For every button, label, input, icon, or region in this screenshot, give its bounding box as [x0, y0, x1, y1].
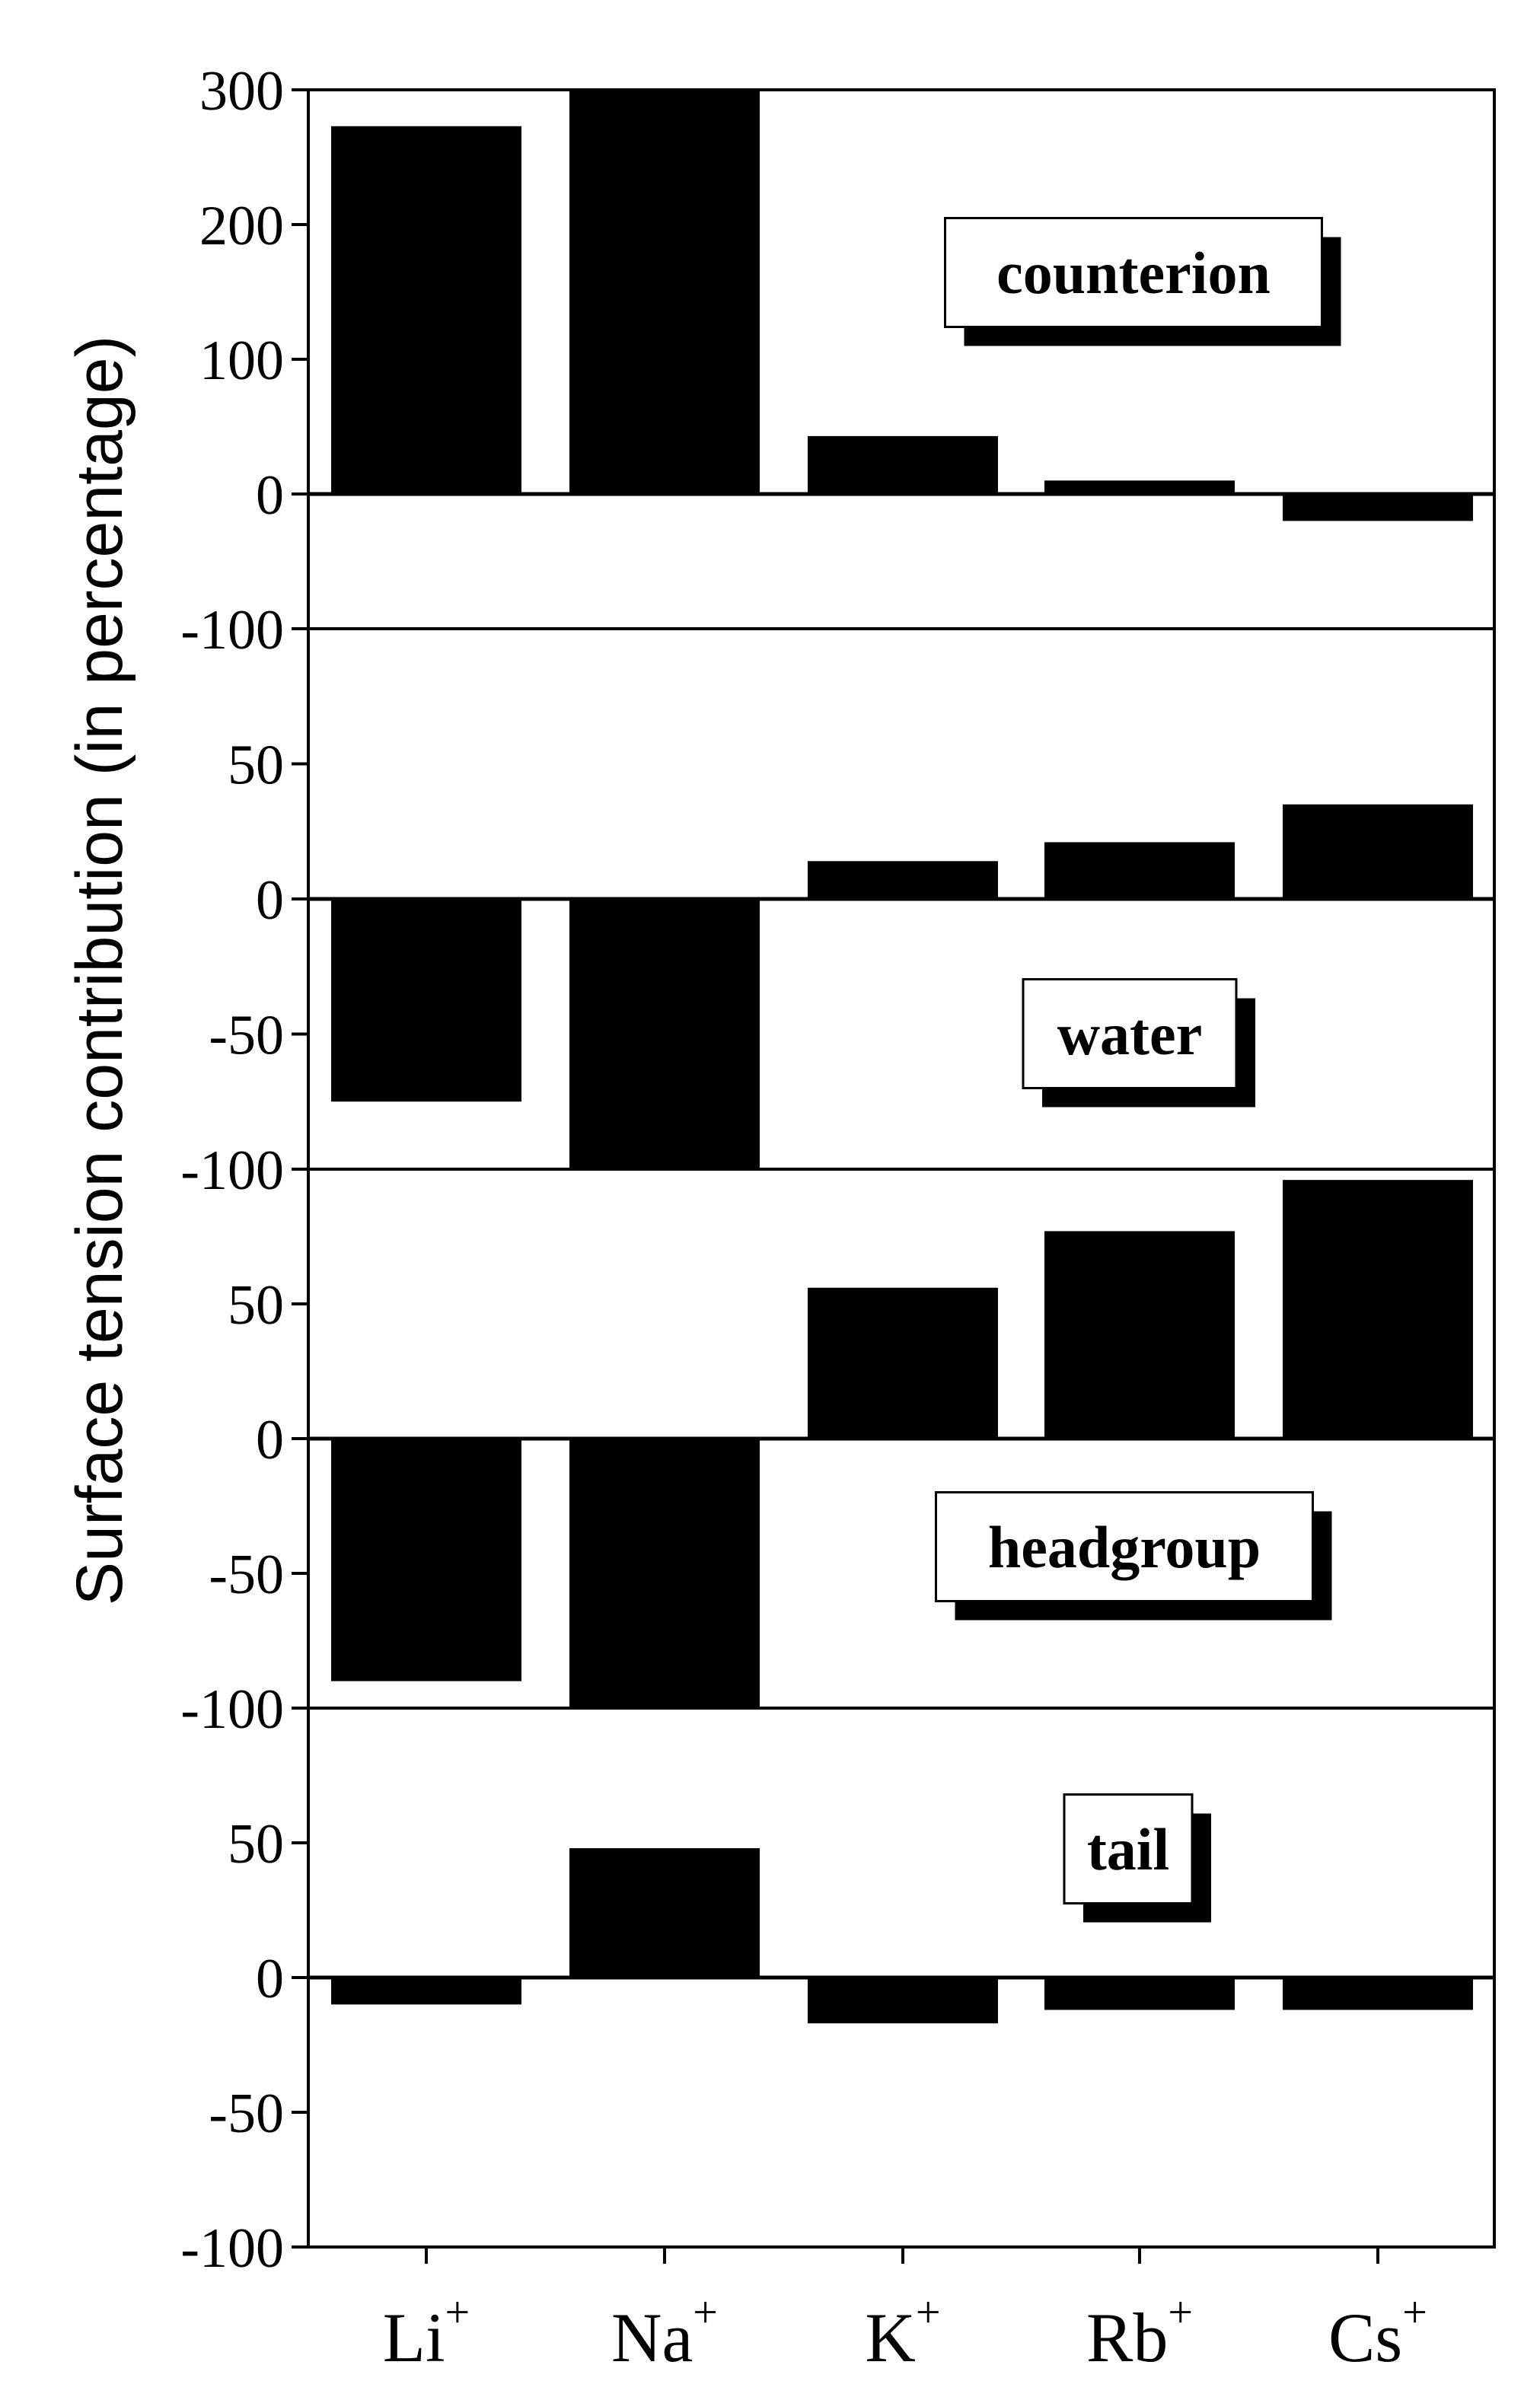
- bar-headgroup-li: [331, 1439, 521, 1681]
- bar-water-rb: [1044, 842, 1235, 899]
- y-tick-label-water: 0: [256, 869, 284, 932]
- bar-tail-rb: [1044, 1978, 1235, 2010]
- bar-tail-cs: [1283, 1978, 1473, 2010]
- y-tick-label-headgroup: 0: [256, 1409, 284, 1471]
- y-axis-label: Surface tension contribution (in percent…: [63, 336, 136, 1605]
- bar-headgroup-rb: [1044, 1231, 1235, 1439]
- y-tick-label-tail: 0: [256, 1948, 284, 2010]
- y-tick-label-headgroup: 50: [228, 1274, 284, 1337]
- bar-water-li: [331, 899, 521, 1102]
- bar-water-cs: [1283, 804, 1473, 899]
- panel-label-box-water: [1022, 978, 1238, 1089]
- panel-label-box-headgroup: [935, 1491, 1314, 1602]
- x-tick-label-cs: Cs+: [1328, 2287, 1427, 2376]
- y-tick-label-headgroup: -50: [209, 1544, 284, 1606]
- panel-label-headgroup: headgroup: [988, 1514, 1261, 1580]
- y-tick-label-tail: 50: [228, 1813, 284, 1876]
- x-tick-label-li: Li+: [383, 2287, 470, 2376]
- bar-counterion-k: [808, 435, 998, 494]
- bar-counterion-rb: [1044, 480, 1235, 494]
- bar-tail-na: [569, 1848, 760, 1978]
- bar-water-na: [569, 899, 760, 1169]
- y-tick-label-counterion: 200: [199, 195, 284, 257]
- bar-tail-k: [808, 1978, 998, 2024]
- y-tick-label-water: 50: [228, 735, 284, 797]
- bar-headgroup-na: [569, 1439, 760, 1708]
- x-tick-label-na: Na+: [611, 2287, 718, 2376]
- y-tick-label-tail: -100: [180, 2217, 284, 2280]
- x-tick-label-k: K+: [865, 2287, 940, 2376]
- bar-headgroup-cs: [1283, 1180, 1473, 1439]
- y-tick-label-tail: -50: [209, 2083, 284, 2145]
- bar-counterion-na: [569, 90, 760, 494]
- panel-label-box-counterion: [944, 217, 1323, 328]
- y-tick-label-counterion: -100: [180, 599, 284, 661]
- y-tick-label-counterion: 0: [256, 464, 284, 527]
- bar-headgroup-k: [808, 1287, 998, 1439]
- y-tick-label-counterion: 100: [199, 330, 284, 392]
- panel-label-counterion: counterion: [996, 240, 1271, 306]
- y-tick-label-headgroup: -100: [180, 1678, 284, 1741]
- y-tick-label-counterion: 300: [199, 60, 284, 123]
- y-tick-label-water: -50: [209, 1005, 284, 1067]
- bar-water-k: [808, 861, 998, 899]
- bar-tail-li: [331, 1978, 521, 2005]
- panel-label-box-tail: [1063, 1793, 1194, 1904]
- x-tick-label-rb: Rb+: [1086, 2287, 1193, 2376]
- panel-label-water: water: [1057, 1001, 1203, 1067]
- panel-label-tail: tail: [1087, 1816, 1169, 1882]
- y-tick-label-water: -100: [180, 1139, 284, 1202]
- bar-counterion-li: [331, 126, 521, 495]
- bar-counterion-cs: [1283, 494, 1473, 521]
